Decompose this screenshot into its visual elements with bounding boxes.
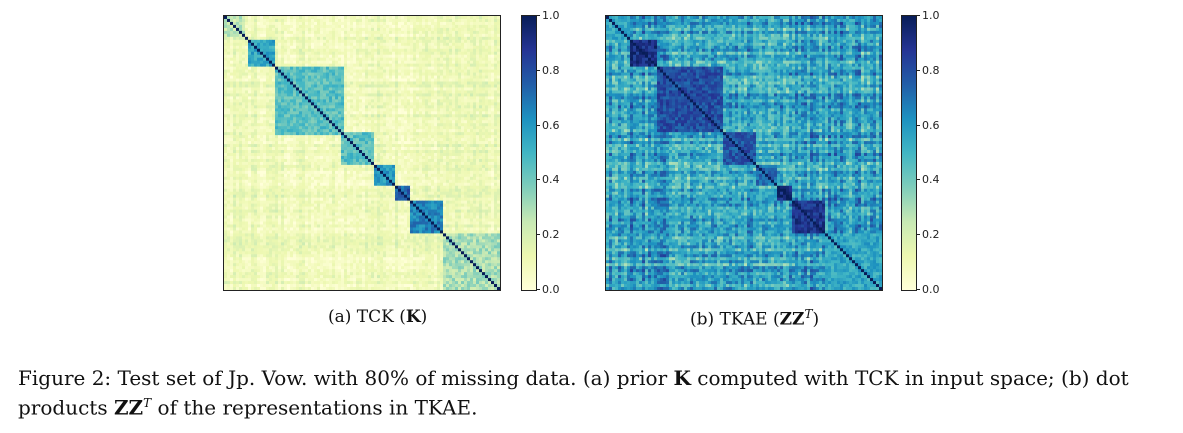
colorbar-tick-mark: [916, 234, 920, 236]
colorbar-tick-label: 0.2: [542, 228, 560, 242]
figure-caption: Figure 2: Test set of Jp. Vow. with 80% …: [18, 366, 1129, 420]
similarity-matrix-tck: [223, 15, 501, 291]
colorbar-tick-mark: [916, 15, 920, 16]
colorbar-tick-mark: [916, 179, 920, 181]
colorbar-tick-mark: [916, 289, 920, 290]
colorbar-tick-mark: [536, 69, 540, 71]
colorbar-tick-label: 0.0: [922, 283, 940, 296]
subcaption-b: (b) TKAE (ZZT): [690, 307, 820, 330]
heatmap-b: [606, 16, 882, 290]
colorbar-tick-mark: [536, 234, 540, 236]
colorbar-tick-label: 0.6: [922, 118, 940, 132]
colorbar-tick-label: 0.8: [922, 63, 940, 77]
colorbar-tick-label: 0.4: [922, 173, 940, 187]
colorbar-tick-mark: [536, 124, 540, 126]
heatmap-a: [224, 16, 500, 290]
colorbar-tick-label: 1.0: [542, 9, 560, 22]
colorbar-a: [521, 15, 537, 291]
colorbar-tick-mark: [536, 15, 540, 16]
colorbar-tick-mark: [916, 69, 920, 71]
colorbar-tick-label: 0.8: [542, 63, 560, 77]
subcaption-a: (a) TCK (K): [328, 307, 428, 327]
colorbar-tick-label: 0.6: [542, 118, 560, 132]
colorbar-tick-label: 0.2: [922, 228, 940, 242]
colorbar-tick-label: 0.4: [542, 173, 560, 187]
similarity-matrix-tkae: [605, 15, 883, 291]
colorbar-tick-mark: [536, 289, 540, 290]
colorbar-b: [901, 15, 917, 291]
colorbar-tick-label: 0.0: [542, 283, 560, 296]
colorbar-tick-label: 1.0: [922, 9, 940, 22]
colorbar-tick-mark: [536, 179, 540, 181]
colorbar-tick-mark: [916, 124, 920, 126]
